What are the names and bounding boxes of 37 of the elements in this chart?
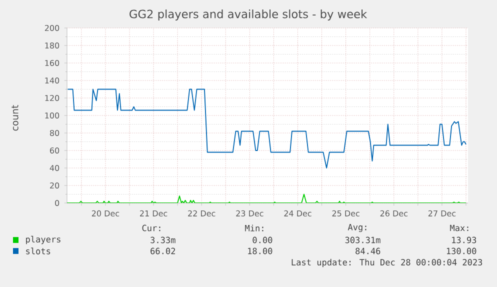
text: Max:	[450, 224, 468, 232]
y-tick-label: 20	[50, 182, 60, 189]
legend-label: players	[26, 236, 60, 244]
y-tick-label: 160	[45, 60, 60, 66]
x-tick-label: 21 Dec	[140, 210, 168, 216]
text: 18.00	[248, 248, 272, 254]
chart-title: GG2 players and available slots - by week	[130, 10, 368, 20]
y-tick-label: 120	[45, 94, 60, 102]
text: 303.31m	[345, 236, 380, 244]
legend-label: slots	[26, 248, 50, 254]
x-tick-label: 26 Dec	[380, 210, 408, 216]
x-tick-label: 23 Dec	[236, 210, 264, 216]
text: Avg:	[348, 224, 366, 232]
text: 130.00	[446, 248, 476, 254]
text: 66.02	[150, 248, 176, 254]
y-axis-title: count	[12, 105, 18, 131]
y-tick-label: 200	[44, 24, 60, 32]
text: Min:	[245, 224, 264, 232]
line-series	[67, 88, 466, 168]
x-tick-label: 27 Dec	[428, 210, 456, 216]
y-tick-label: 180	[45, 42, 60, 49]
x-tick-label: 22 Dec	[188, 210, 216, 216]
x-tick-label: 24 Dec	[284, 210, 312, 216]
y-tick-label: 40	[50, 164, 60, 172]
y-tick-label: 60	[50, 147, 60, 154]
text: 0.00	[252, 236, 272, 244]
text: 13.93	[452, 236, 476, 244]
x-tick-label: 25 Dec	[332, 210, 360, 216]
text: 3.33m	[150, 236, 176, 244]
y-tick-label: 0	[55, 200, 60, 206]
y-tick-label: 140	[45, 77, 60, 84]
text: 84.46	[356, 248, 380, 254]
text: Last update: Thu Dec 28 00:00:04 2023	[292, 258, 482, 268]
x-tick-label: 20 Dec	[92, 210, 120, 216]
y-tick-label: 100	[45, 112, 60, 119]
text: Cur:	[142, 224, 160, 232]
y-tick-label: 80	[50, 130, 60, 136]
